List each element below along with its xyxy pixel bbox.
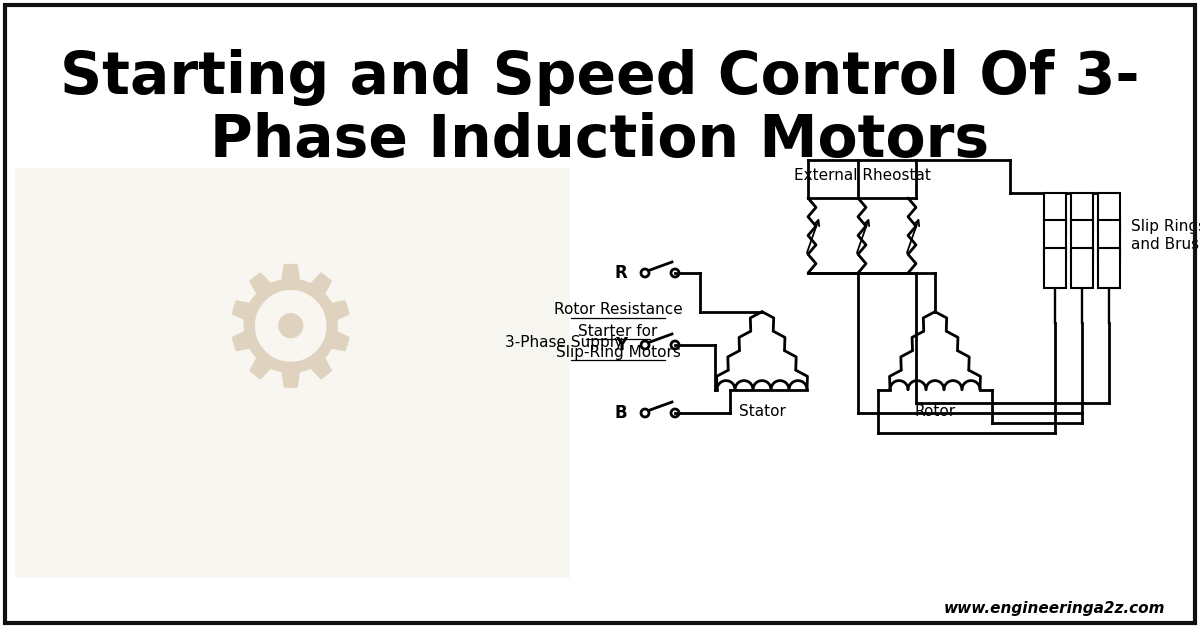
Bar xyxy=(14,168,570,578)
Bar xyxy=(1098,248,1120,288)
Bar xyxy=(1044,220,1066,260)
Bar xyxy=(1098,193,1120,233)
Text: Starter for: Starter for xyxy=(578,323,658,338)
Text: ⚙: ⚙ xyxy=(215,256,365,420)
Text: Slip Rings
and Brushes: Slip Rings and Brushes xyxy=(1132,219,1200,252)
Text: Phase Induction Motors: Phase Induction Motors xyxy=(210,112,990,168)
Text: Rotor Resistance: Rotor Resistance xyxy=(553,303,683,318)
Text: B: B xyxy=(614,404,628,422)
Text: Stator: Stator xyxy=(738,404,786,419)
Text: External Rheostat: External Rheostat xyxy=(793,168,930,183)
Bar xyxy=(1072,248,1093,288)
Text: Y: Y xyxy=(614,336,628,354)
Bar xyxy=(1044,193,1066,233)
Bar xyxy=(1098,220,1120,260)
Bar xyxy=(1072,220,1093,260)
Bar xyxy=(1044,248,1066,288)
Text: 3-Phase Supply: 3-Phase Supply xyxy=(505,335,623,350)
Text: Starting and Speed Control Of 3-: Starting and Speed Control Of 3- xyxy=(60,50,1140,107)
Bar xyxy=(1072,193,1093,233)
Text: Rotor: Rotor xyxy=(914,404,955,419)
Text: Slip-Ring Motors: Slip-Ring Motors xyxy=(556,345,680,359)
Text: www.engineeringa2z.com: www.engineeringa2z.com xyxy=(943,600,1165,615)
Text: R: R xyxy=(614,264,628,282)
